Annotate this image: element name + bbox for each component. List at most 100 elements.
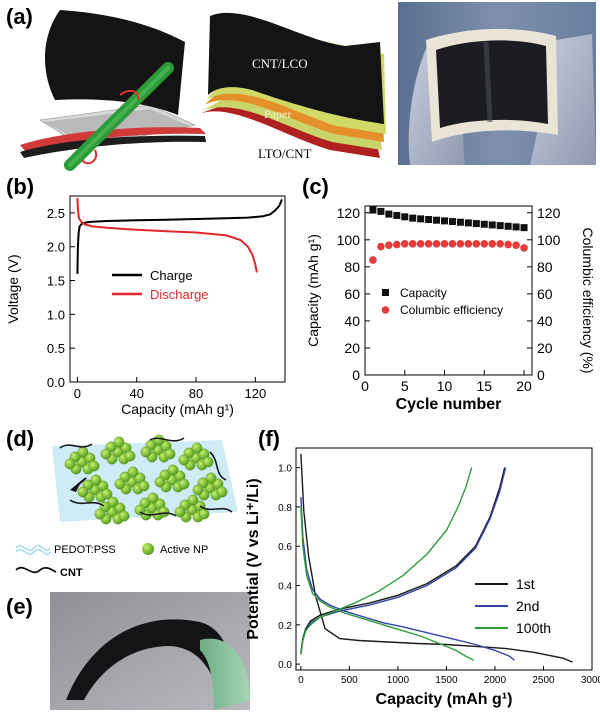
efficiency-point	[393, 240, 401, 249]
plot-frame	[295, 447, 593, 671]
folding-schematic-illustration	[20, 10, 206, 171]
y2-tick-label: 20	[537, 340, 553, 356]
active-np	[154, 476, 166, 488]
charge-curve-100th	[300, 467, 473, 655]
y-tick-label: 0.0	[47, 375, 65, 390]
efficiency-point	[377, 242, 385, 251]
efficiency-point	[408, 240, 417, 248]
panel-a-label: (a)	[6, 4, 33, 29]
x-tick-label: 2500	[532, 675, 555, 686]
discharge-curve-1st	[300, 453, 573, 663]
cnt-legend-label: CNT	[60, 567, 83, 579]
active-np	[113, 436, 125, 448]
y-tick-label: 2.5	[47, 206, 65, 221]
y-tick-label: 100	[337, 232, 361, 248]
active-np	[202, 456, 214, 468]
chart-b: 0 40 80 120 0.0 0.5 1.0 1.5 2.0 2.5 Capacity (mAh …	[5, 195, 286, 417]
plot-frame	[364, 205, 533, 376]
capacity-point	[488, 221, 496, 229]
y-axis-label: Voltage (V)	[5, 254, 21, 323]
y-axis-label: Potential (V vs Li⁺/Li)	[245, 478, 262, 639]
active-np	[192, 484, 204, 496]
layered-cell-schematic: CNT/LCO Paper LTO/CNT	[196, 12, 386, 161]
cnt-strands	[59, 437, 233, 517]
y-tick-label: 0.4	[278, 582, 292, 593]
y-tick-label: 1.5	[47, 274, 65, 289]
legend-label-1st: 1st	[516, 576, 535, 592]
y-tick-label: 0.6	[278, 542, 292, 553]
pedot-legend-label: PEDOT:PSS	[54, 544, 116, 556]
efficiency-point	[512, 241, 520, 250]
x-tick-label: 80	[189, 386, 203, 401]
capacity-point	[441, 217, 449, 225]
bent-electrode-photo	[50, 592, 250, 710]
active-np	[64, 458, 76, 470]
active-np	[140, 446, 152, 458]
discharge-curve-100th	[300, 506, 474, 661]
panel-d-label: (d)	[6, 426, 34, 451]
efficiency-point	[464, 240, 473, 248]
active-np-legend-label: Active NP	[160, 544, 208, 556]
plot-frame	[69, 195, 286, 383]
composite-schematic	[52, 434, 238, 525]
efficiency-point	[369, 256, 377, 264]
efficiency-point	[440, 240, 449, 248]
active-np	[191, 442, 203, 454]
capacity-point	[520, 224, 528, 232]
x-axis-label: Cycle number	[396, 396, 502, 413]
y-tick-label: 0	[352, 367, 360, 383]
efficiency-point	[424, 240, 433, 248]
x-tick-label: 0	[74, 386, 81, 401]
active-np	[205, 472, 217, 484]
x-tick-label: 2000	[484, 675, 507, 686]
capacity-point	[417, 215, 425, 223]
panel-a: (a) CNT/LCO Paper LTO/CNT	[6, 2, 596, 171]
y2-axis-label: Columbic efficiency (%)	[580, 227, 596, 373]
efficiency-point	[488, 240, 497, 248]
series-line-discharge	[76, 197, 258, 273]
y2-tick-label: 0	[537, 367, 545, 383]
y-tick-label: 0.8	[278, 503, 292, 514]
capacity-point	[472, 220, 480, 228]
y-tick-label: 40	[344, 313, 360, 329]
active-np	[216, 486, 228, 498]
x-axis-label: Capacity (mAh g¹)	[376, 691, 513, 708]
active-np	[167, 464, 179, 476]
legend-swatch-capacity	[382, 289, 389, 296]
efficiency-point	[385, 241, 393, 250]
active-np	[100, 448, 112, 460]
active-np	[164, 448, 176, 460]
legend-label-2nd: 2nd	[516, 598, 539, 614]
active-np	[90, 474, 102, 486]
active-np	[101, 488, 113, 500]
active-np	[158, 506, 170, 518]
legend-label-capacity: Capacity	[400, 286, 447, 300]
active-np	[77, 446, 89, 458]
np-cluster	[192, 472, 228, 501]
panel-d-legend: PEDOT:PSS Active NP CNT	[15, 543, 208, 579]
layer-label-paper: Paper	[264, 107, 291, 121]
x-tick-label: 1000	[387, 675, 410, 686]
efficiency-point	[496, 240, 504, 248]
efficiency-point	[472, 240, 481, 248]
np-cluster	[114, 466, 150, 495]
active-np-clusters	[64, 434, 228, 525]
panel-e: (e)	[6, 592, 250, 710]
x-tick-label: 500	[341, 675, 358, 686]
np-cluster	[77, 474, 113, 503]
active-np	[77, 486, 89, 498]
legend-swatch-efficiency	[381, 306, 390, 314]
efficiency-point	[520, 244, 528, 252]
x-tick-label: 5	[401, 378, 409, 394]
np-cluster	[154, 464, 190, 493]
active-np	[153, 434, 165, 446]
y-tick-label: 80	[344, 259, 360, 275]
legend-label-efficiency: Columbic efficiency	[400, 303, 503, 317]
y-tick-label: 0.5	[47, 341, 65, 356]
